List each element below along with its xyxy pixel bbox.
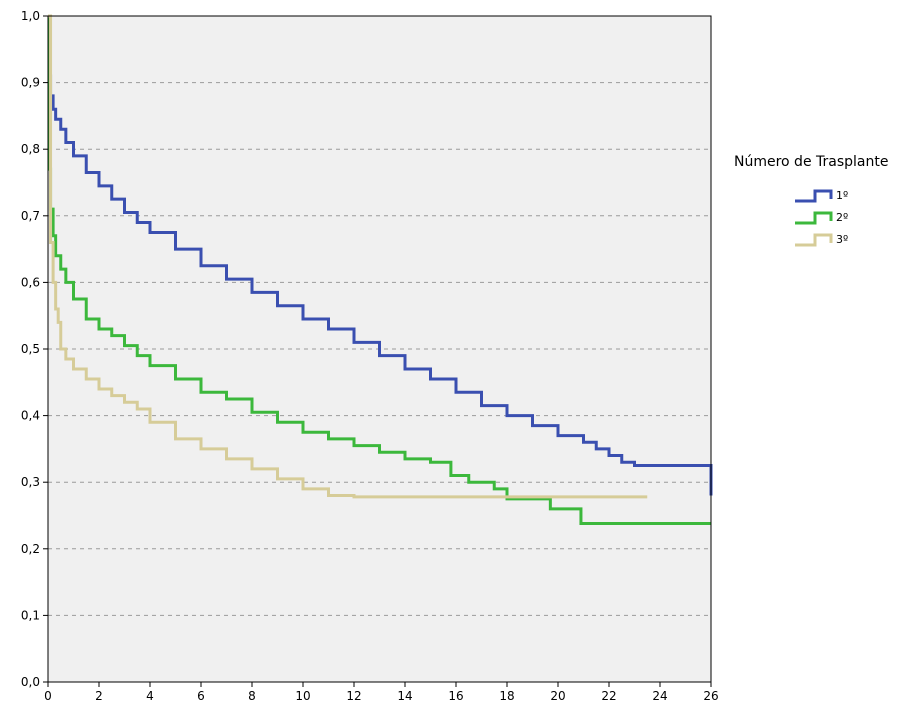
legend-swatch-1: [795, 191, 831, 201]
y-tick-label: 0,3: [21, 475, 40, 489]
x-tick-label: 16: [448, 689, 463, 703]
y-tick-label: 1,0: [21, 9, 40, 23]
x-tick-label: 26: [703, 689, 718, 703]
y-tick-label: 0,7: [21, 209, 40, 223]
y-tick-label: 0,8: [21, 142, 40, 156]
legend: Número de Trasplante 1º 2º 3º: [734, 154, 888, 246]
x-tick-label: 10: [295, 689, 310, 703]
x-tick-label: 8: [248, 689, 256, 703]
y-tick-label: 0,1: [21, 608, 40, 622]
legend-swatch-3: [795, 235, 831, 245]
x-tick-label: 20: [550, 689, 565, 703]
x-tick-label: 2: [95, 689, 103, 703]
legend-swatch-2: [795, 213, 831, 223]
x-tick-label: 14: [397, 689, 412, 703]
legend-title: Número de Trasplante: [734, 154, 888, 170]
legend-label-2: 2º: [836, 211, 848, 224]
y-tick-label: 0,4: [21, 409, 40, 423]
y-tick-label: 0,0: [21, 675, 40, 689]
legend-label-1: 1º: [836, 189, 848, 202]
x-tick-label: 22: [601, 689, 616, 703]
y-tick-label: 0,5: [21, 342, 40, 356]
x-tick-label: 4: [146, 689, 154, 703]
x-tick-label: 24: [652, 689, 667, 703]
y-tick-label: 0,6: [21, 275, 40, 289]
y-tick-label: 0,9: [21, 76, 40, 90]
x-tick-label: 6: [197, 689, 205, 703]
x-tick-label: 18: [499, 689, 514, 703]
x-tick-label: 0: [44, 689, 52, 703]
legend-label-3: 3º: [836, 233, 848, 246]
x-tick-label: 12: [346, 689, 361, 703]
y-tick-label: 0,2: [21, 542, 40, 556]
